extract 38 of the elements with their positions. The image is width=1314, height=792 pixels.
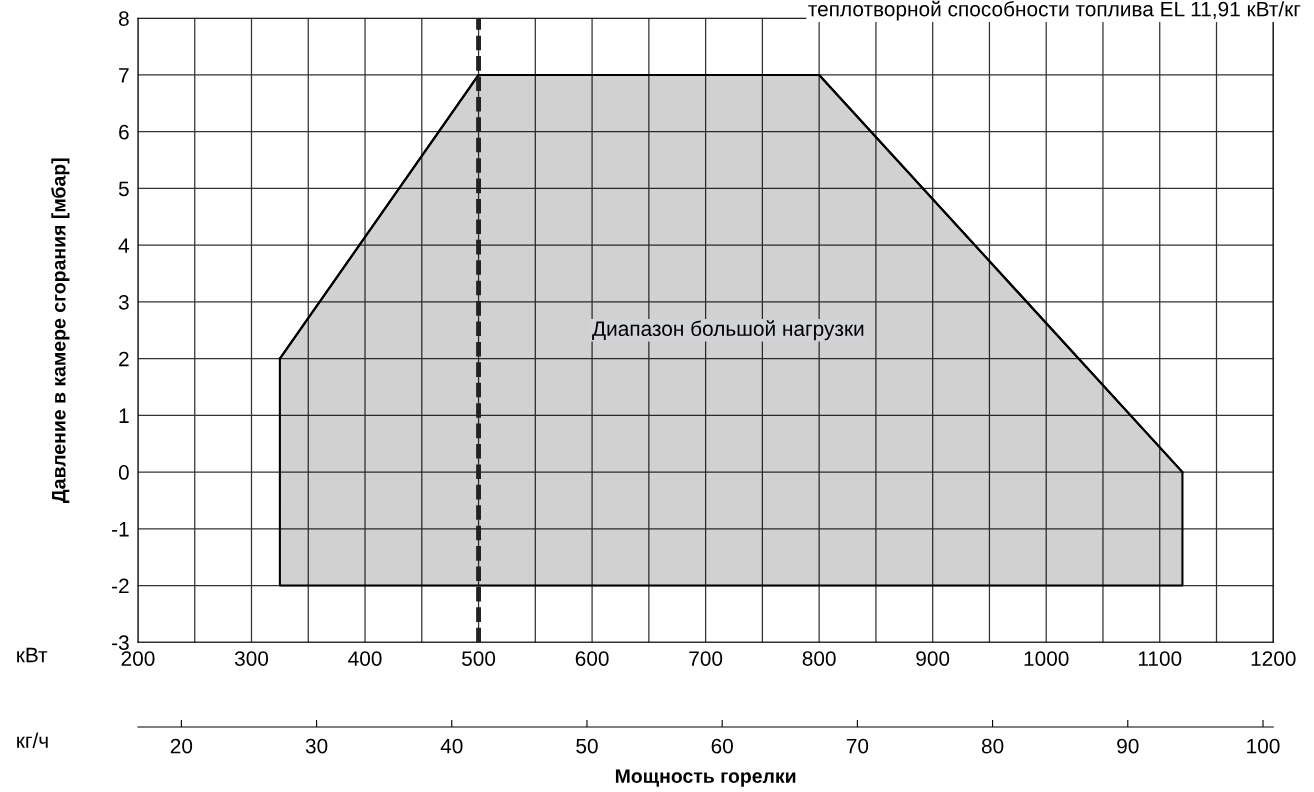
x2-tick-label: 100 (1247, 738, 1280, 754)
y-tick-label: -3 (112, 635, 129, 651)
x2-tick-label: 60 (711, 738, 733, 754)
x2-axis-title: Мощность горелки (615, 769, 796, 787)
y-tick-label: 4 (118, 238, 130, 253)
x2-tick-label: 90 (1117, 738, 1139, 754)
x-tick-label: 1100 (1138, 651, 1182, 666)
y-tick-label: -1 (112, 522, 129, 537)
x-tick-label: 1200 (1251, 651, 1296, 666)
y-tick-label: 7 (119, 68, 129, 83)
annotation: теплотворной способности топлива EL 11,91 кВт/кг (808, 0, 1301, 21)
y-tick-label: 3 (118, 294, 129, 310)
x2-tick-label: 40 (440, 738, 463, 754)
y-axis-title: Давление в камере сгорания [мбар] (51, 158, 70, 503)
x-tick-label: 900 (916, 651, 950, 666)
x2-tick-label: 80 (981, 738, 1004, 754)
x-tick-label: 1000 (1024, 651, 1069, 666)
y-tick-label: -2 (112, 578, 129, 594)
x2-tick-label: 20 (170, 738, 193, 754)
x2-tick-label: 30 (305, 738, 328, 754)
y-tick-label: 2 (119, 351, 129, 367)
x-tick-label: 500 (462, 651, 496, 666)
x-tick-label: 400 (348, 651, 382, 666)
y-tick-label: 5 (118, 181, 129, 197)
x-tick-label: 700 (689, 651, 723, 666)
text: кг/ч (17, 732, 48, 748)
y-tick-label: 6 (119, 124, 129, 140)
y-tick-label: 8 (118, 11, 129, 26)
y-tick-label: 1 (119, 408, 129, 423)
x-tick-label: 200 (121, 651, 155, 666)
text: кВт (17, 647, 48, 663)
x2-tick-label: 50 (576, 738, 598, 754)
y-tick-label: 0 (118, 465, 129, 480)
x-tick-label: 300 (234, 651, 269, 666)
x-tick-label: 600 (575, 651, 609, 666)
x-tick-label: 800 (802, 651, 836, 666)
x2-tick-label: 70 (846, 738, 869, 754)
annotation: Диапазон большой нагрузки (592, 320, 864, 341)
